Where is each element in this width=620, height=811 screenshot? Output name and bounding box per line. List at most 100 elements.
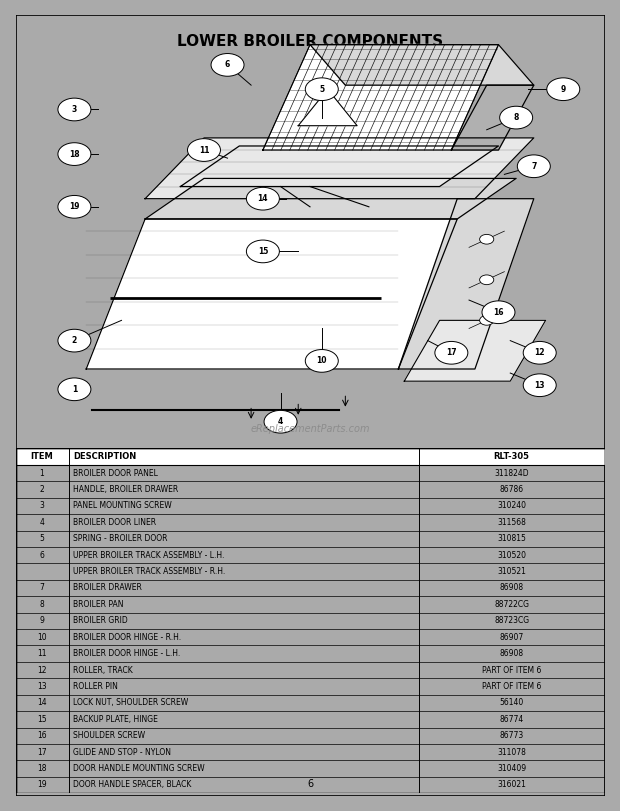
Circle shape: [480, 275, 494, 285]
Text: 18: 18: [69, 149, 80, 159]
Text: 2: 2: [72, 336, 77, 345]
Text: 311824D: 311824D: [494, 469, 529, 478]
Text: LOCK NUT, SHOULDER SCREW: LOCK NUT, SHOULDER SCREW: [73, 698, 188, 707]
Text: BACKUP PLATE, HINGE: BACKUP PLATE, HINGE: [73, 714, 158, 723]
Text: 310240: 310240: [497, 501, 526, 510]
Circle shape: [547, 78, 580, 101]
Text: 15: 15: [37, 714, 47, 723]
Text: RLT-305: RLT-305: [494, 453, 529, 461]
Circle shape: [482, 301, 515, 324]
Circle shape: [58, 98, 91, 121]
Text: 86908: 86908: [500, 649, 524, 659]
Text: 7: 7: [531, 161, 536, 171]
Text: 17: 17: [446, 348, 457, 358]
Text: 13: 13: [37, 682, 47, 691]
Text: 316021: 316021: [497, 780, 526, 789]
Text: PART OF ITEM 6: PART OF ITEM 6: [482, 666, 541, 675]
Text: SHOULDER SCREW: SHOULDER SCREW: [73, 732, 145, 740]
Circle shape: [187, 139, 221, 161]
Text: 3: 3: [40, 501, 45, 510]
Circle shape: [58, 143, 91, 165]
Text: 1: 1: [40, 469, 45, 478]
Text: BROILER GRID: BROILER GRID: [73, 616, 128, 625]
Text: 8: 8: [513, 113, 519, 122]
Text: 310409: 310409: [497, 764, 526, 773]
Text: 311078: 311078: [497, 748, 526, 757]
Text: BROILER DOOR LINER: BROILER DOOR LINER: [73, 518, 156, 527]
Text: PANEL MOUNTING SCREW: PANEL MOUNTING SCREW: [73, 501, 172, 510]
Text: 10: 10: [37, 633, 47, 642]
Text: 12: 12: [37, 666, 46, 675]
Text: 4: 4: [40, 518, 45, 527]
Text: 8: 8: [40, 600, 45, 609]
Text: ROLLER PIN: ROLLER PIN: [73, 682, 118, 691]
Text: 6: 6: [225, 60, 230, 70]
Text: 7: 7: [40, 583, 45, 593]
Text: eReplacementParts.com: eReplacementParts.com: [250, 424, 370, 434]
Text: HANDLE, BROILER DRAWER: HANDLE, BROILER DRAWER: [73, 485, 179, 494]
Polygon shape: [399, 199, 534, 369]
Text: 14: 14: [37, 698, 47, 707]
Circle shape: [480, 315, 494, 325]
Text: BROILER DRAWER: BROILER DRAWER: [73, 583, 142, 593]
Circle shape: [58, 378, 91, 401]
Polygon shape: [145, 138, 534, 199]
Text: 16: 16: [37, 732, 47, 740]
Text: 56140: 56140: [500, 698, 524, 707]
Circle shape: [211, 54, 244, 76]
Text: BROILER DOOR HINGE - R.H.: BROILER DOOR HINGE - R.H.: [73, 633, 181, 642]
Circle shape: [500, 106, 533, 129]
Text: 17: 17: [37, 748, 47, 757]
Text: 9: 9: [40, 616, 45, 625]
Text: DESCRIPTION: DESCRIPTION: [73, 453, 136, 461]
Circle shape: [305, 350, 339, 372]
Circle shape: [58, 195, 91, 218]
Polygon shape: [86, 219, 458, 369]
Text: 86773: 86773: [500, 732, 524, 740]
Text: UPPER BROILER TRACK ASSEMBLY - L.H.: UPPER BROILER TRACK ASSEMBLY - L.H.: [73, 551, 224, 560]
Text: SPRING - BROILER DOOR: SPRING - BROILER DOOR: [73, 534, 168, 543]
Circle shape: [246, 187, 280, 210]
Text: 310815: 310815: [497, 534, 526, 543]
Text: 86907: 86907: [500, 633, 524, 642]
Text: 310520: 310520: [497, 551, 526, 560]
Text: 14: 14: [258, 194, 268, 204]
Text: 9: 9: [560, 84, 566, 94]
Polygon shape: [451, 85, 534, 150]
Text: DOOR HANDLE MOUNTING SCREW: DOOR HANDLE MOUNTING SCREW: [73, 764, 205, 773]
Circle shape: [58, 329, 91, 352]
Polygon shape: [298, 89, 357, 126]
Text: GLIDE AND STOP - NYLON: GLIDE AND STOP - NYLON: [73, 748, 171, 757]
Polygon shape: [263, 45, 498, 150]
Text: 6: 6: [40, 551, 45, 560]
Text: 11: 11: [37, 649, 46, 659]
Text: 11: 11: [199, 145, 209, 155]
Text: DOOR HANDLE SPACER, BLACK: DOOR HANDLE SPACER, BLACK: [73, 780, 192, 789]
Circle shape: [480, 234, 494, 244]
Text: 1: 1: [72, 384, 77, 394]
Polygon shape: [180, 146, 498, 187]
Circle shape: [246, 240, 280, 263]
Text: ITEM: ITEM: [30, 453, 53, 461]
Text: PART OF ITEM 6: PART OF ITEM 6: [482, 682, 541, 691]
Polygon shape: [310, 45, 534, 85]
Text: 5: 5: [40, 534, 45, 543]
Text: 2: 2: [40, 485, 45, 494]
Text: 18: 18: [37, 764, 46, 773]
Circle shape: [305, 78, 339, 101]
Text: 311568: 311568: [497, 518, 526, 527]
Circle shape: [517, 155, 551, 178]
Polygon shape: [145, 178, 516, 219]
Text: 13: 13: [534, 380, 545, 390]
Circle shape: [523, 374, 556, 397]
Text: 15: 15: [258, 247, 268, 256]
Text: LOWER BROILER COMPONENTS: LOWER BROILER COMPONENTS: [177, 34, 443, 49]
Text: 12: 12: [534, 348, 545, 358]
Text: 6: 6: [307, 779, 313, 788]
Circle shape: [435, 341, 468, 364]
Text: BROILER PAN: BROILER PAN: [73, 600, 124, 609]
Text: 86908: 86908: [500, 583, 524, 593]
Text: BROILER DOOR HINGE - L.H.: BROILER DOOR HINGE - L.H.: [73, 649, 180, 659]
Text: 88722CG: 88722CG: [494, 600, 529, 609]
Text: BROILER DOOR PANEL: BROILER DOOR PANEL: [73, 469, 158, 478]
